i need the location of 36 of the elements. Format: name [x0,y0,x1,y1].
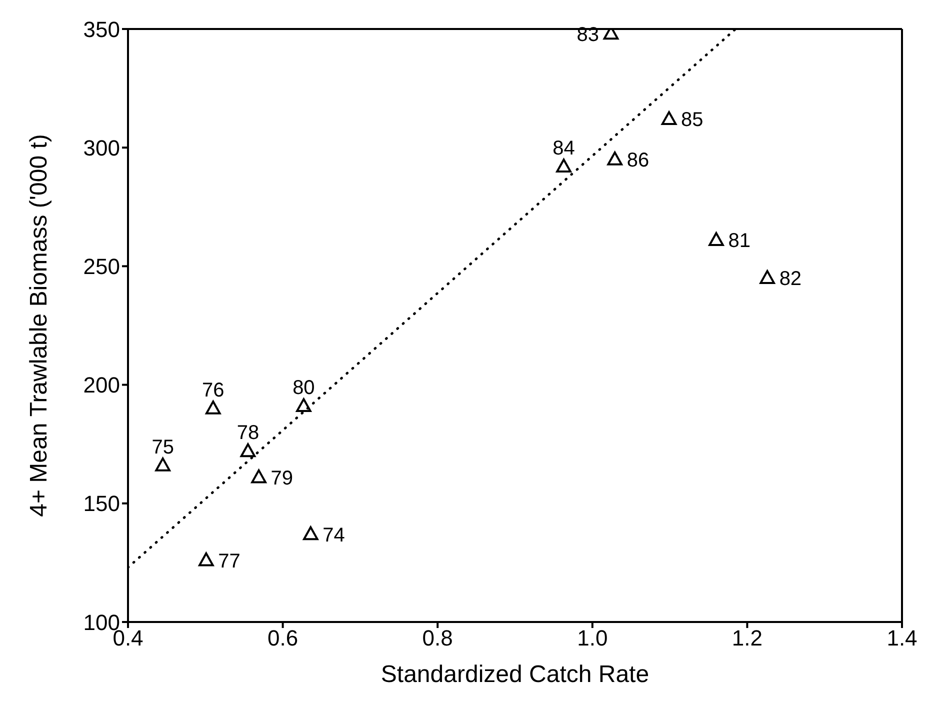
point [296,398,312,412]
annotation: 78 [236,422,260,444]
annotation: 74 [322,524,345,546]
x-tick-label: 1.2 [732,626,762,651]
y-tick-label: 150 [83,491,120,516]
y-tick-label: 200 [83,372,120,398]
annotation: 79 [270,467,294,490]
x-axis-title: Standardized Catch Rate [380,661,650,688]
point [240,443,256,458]
point [205,400,221,414]
annotation: 77 [218,550,240,572]
y-tick-label: 250 [83,254,120,280]
point [556,158,572,172]
annotation: 80 [292,377,315,400]
point [155,457,170,472]
point [251,469,266,484]
point [607,151,622,166]
annotation: 85 [681,109,704,132]
annotation: 81 [728,230,750,252]
point [198,552,214,566]
annotation: 82 [779,268,802,290]
point [303,526,318,540]
x-tick-label: 0.6 [268,626,298,651]
point [760,270,775,284]
y-tick-label: 300 [83,135,120,160]
x-tick-label: 1.0 [577,626,608,651]
y-axis-title: 4+ Mean Trawlable Biomass ('000 t) [26,134,53,517]
x-tick-label: 1.4 [886,626,918,651]
y-tick-label: 350 [83,16,120,42]
annotation: 86 [626,150,650,172]
annotation: 84 [552,138,575,160]
point [708,232,724,246]
point [661,111,677,126]
annotation: 76 [202,380,224,402]
x-tick-label: 0.8 [422,626,453,651]
annotation: 75 [152,436,174,458]
